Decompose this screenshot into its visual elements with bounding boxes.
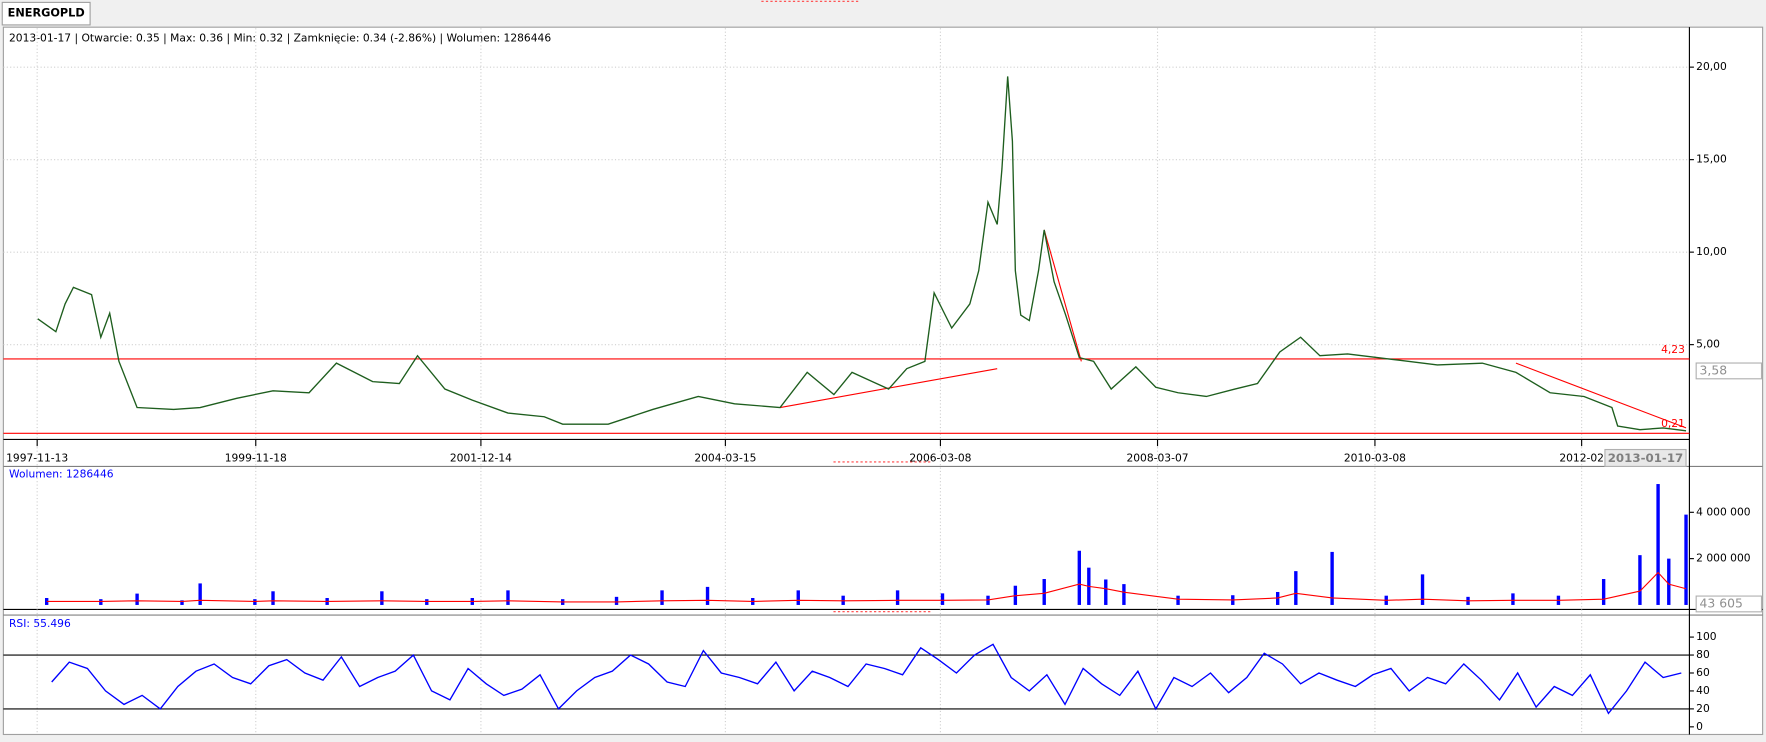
volume-bar <box>1042 579 1046 605</box>
value-marker: 43 605 <box>1700 596 1743 610</box>
y-tick-label: 4 000 000 <box>1696 505 1751 518</box>
volume-bar <box>180 600 184 605</box>
volume-bar <box>705 586 710 605</box>
volume-bar <box>271 591 275 605</box>
price-line <box>51 643 1682 715</box>
volume-bar <box>1104 579 1108 605</box>
date-marker-box <box>1604 448 1687 467</box>
y-tick-label: 20,00 <box>1696 60 1727 73</box>
chart-frame <box>2 26 1764 736</box>
value-marker-box <box>1695 362 1763 380</box>
trend-line <box>1515 362 1687 429</box>
tab-label[interactable]: ENERGOPLD <box>8 7 85 20</box>
volume-label: Wolumen: 1286446 <box>9 467 114 480</box>
y-tick-label: 2 000 000 <box>1696 552 1751 565</box>
volume-bar <box>1601 579 1606 605</box>
volume-bar <box>1667 558 1671 605</box>
y-tick-label: 10,00 <box>1696 245 1727 258</box>
volume-ma <box>46 571 1687 603</box>
volume-bar <box>380 591 384 605</box>
volume-bar <box>506 590 510 605</box>
y-tick-label: 0 <box>1696 720 1703 733</box>
volume-bar <box>660 590 664 605</box>
x-tick-label: 2001-12-14 <box>450 452 512 465</box>
volume-bar <box>135 593 139 605</box>
value-marker-box <box>1695 595 1763 613</box>
y-tick-label: 60 <box>1696 666 1710 679</box>
volume-bar <box>253 599 257 605</box>
y-tick-label: 100 <box>1696 630 1717 643</box>
volume-bar <box>1420 574 1425 605</box>
x-tick-label: 2004-03-15 <box>694 452 756 465</box>
volume-bar <box>1684 514 1688 605</box>
y-tick-label: 5,00 <box>1696 338 1720 351</box>
price-line <box>37 76 1687 432</box>
y-tick-label: 40 <box>1696 684 1710 697</box>
volume-bar <box>425 599 429 605</box>
rsi-label: RSI: 55.496 <box>9 617 71 630</box>
volume-bar <box>1077 550 1081 605</box>
volume-bar <box>99 599 103 605</box>
volume-bar <box>1330 551 1334 605</box>
x-tick-label: 2012-02 <box>1559 452 1604 465</box>
date-marker: 2013-01-17 <box>1608 451 1684 465</box>
x-tick-label: 2010-03-08 <box>1344 452 1406 465</box>
value-marker: 3,58 <box>1700 363 1728 377</box>
volume-bar <box>1511 593 1515 605</box>
x-tick-label: 2006-03-08 <box>909 452 971 465</box>
price-info: 2013-01-17 | Otwarcie: 0.35 | Max: 0.36 … <box>9 31 551 44</box>
volume-bar <box>895 590 900 605</box>
volume-bar <box>1122 584 1126 605</box>
x-tick-label: 1997-11-13 <box>6 452 68 465</box>
volume-bar <box>796 590 800 605</box>
volume-bar <box>1656 484 1660 605</box>
trend-line <box>1043 229 1082 362</box>
volume-bar <box>198 583 202 605</box>
level-label: 4,23 <box>1661 343 1685 356</box>
x-tick-label: 1999-11-18 <box>225 452 287 465</box>
volume-bar <box>940 593 945 605</box>
volume-bar <box>1294 571 1298 605</box>
y-tick-label: 20 <box>1696 702 1710 715</box>
y-tick-label: 80 <box>1696 648 1710 661</box>
volume-bar <box>614 596 619 605</box>
volume-bar <box>1638 555 1642 605</box>
x-tick-label: 2008-03-07 <box>1126 452 1188 465</box>
tab-bar <box>0 0 1766 25</box>
y-tick-label: 15,00 <box>1696 153 1727 166</box>
tab[interactable] <box>1 1 91 26</box>
volume-bar <box>1176 595 1180 605</box>
volume-bar <box>44 598 49 605</box>
